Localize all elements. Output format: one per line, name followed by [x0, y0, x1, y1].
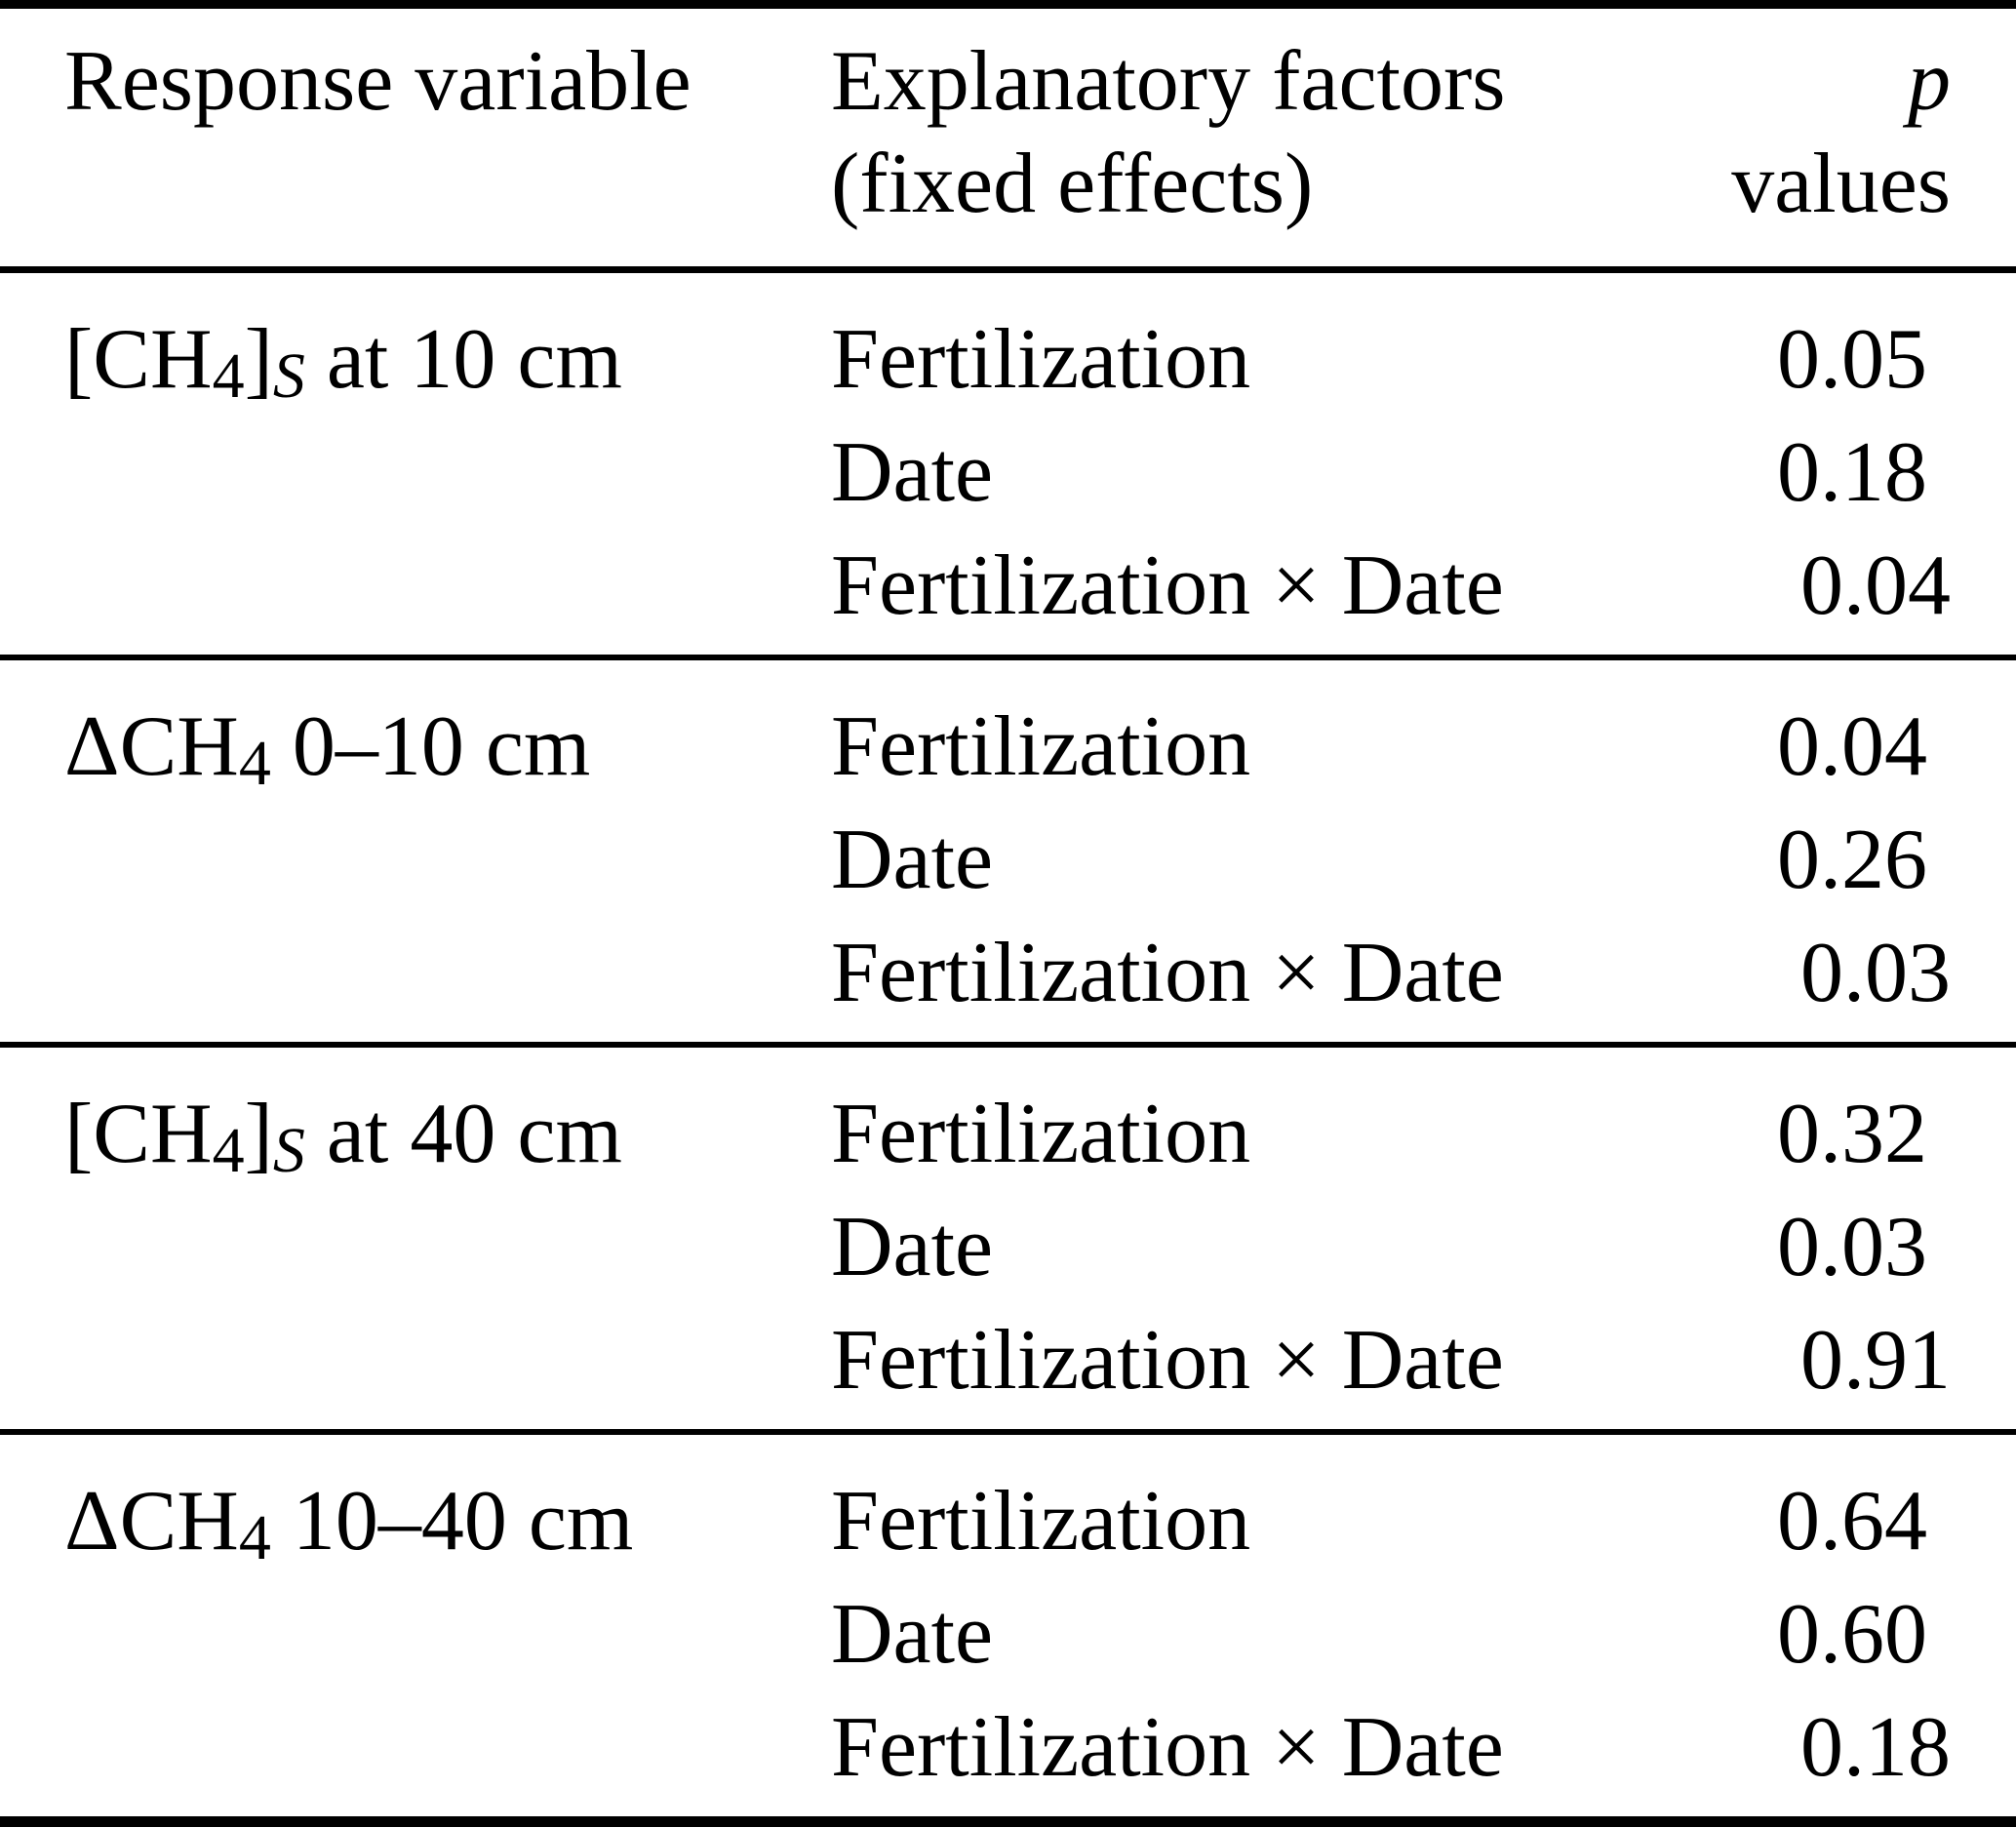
response-variable-label: [CH4]S at 10 cm	[64, 312, 622, 412]
p-value-cell: 0.04	[1800, 538, 1951, 633]
header-values-label: values	[1731, 137, 1951, 231]
factor-cell: Fertilization × Date	[831, 1700, 1504, 1795]
factor-cell: Fertilization	[831, 312, 1251, 407]
response-variable-cell: ΔCH4 0–10 cm	[64, 691, 831, 1030]
factor-cell: Fertilization	[831, 699, 1251, 794]
p-value-cell: 0.05	[1777, 312, 1927, 407]
header-explanatory-factors-line2: (fixed effects)	[831, 137, 1314, 231]
table-block-ch4s-10cm: [CH4]S at 10 cm Fertilization Date Ferti…	[0, 273, 2016, 655]
p-value-column: 0.32 0.03 0.91	[1639, 1078, 1951, 1417]
p-value-cell: 0.64	[1777, 1474, 1927, 1569]
response-variable-label: ΔCH4 10–40 cm	[64, 1474, 634, 1573]
p-value-cell: 0.18	[1800, 1700, 1951, 1795]
p-value-cell: 0.91	[1800, 1313, 1951, 1408]
header-response-variable-label: Response variable	[64, 34, 692, 129]
table-block-ch4s-40cm: [CH4]S at 40 cm Fertilization Date Ferti…	[0, 1048, 2016, 1429]
factor-cell: Date	[831, 813, 994, 907]
response-variable-cell: ΔCH4 10–40 cm	[64, 1465, 831, 1805]
factor-cell: Fertilization	[831, 1474, 1251, 1569]
block-separator-rule	[0, 1429, 2016, 1435]
header-response-variable: Response variable	[64, 30, 831, 235]
p-value-cell: 0.60	[1777, 1587, 1927, 1682]
p-value-column: 0.64 0.60 0.18	[1639, 1465, 1951, 1805]
factor-cell: Fertilization × Date	[831, 1313, 1504, 1408]
p-value-column: 0.05 0.18 0.04	[1639, 303, 1951, 643]
header-separator-rule	[0, 266, 2016, 273]
block-separator-rule	[0, 1042, 2016, 1048]
factor-column: Fertilization Date Fertilization × Date	[831, 1465, 1639, 1805]
p-value-cell: 0.32	[1777, 1087, 1927, 1181]
table-top-rule	[0, 0, 2016, 9]
p-value-cell: 0.18	[1777, 425, 1927, 520]
factor-column: Fertilization Date Fertilization × Date	[831, 691, 1639, 1030]
factor-cell: Fertilization	[831, 1087, 1251, 1181]
table-bottom-rule	[0, 1816, 2016, 1827]
p-value-cell: 0.04	[1777, 699, 1927, 794]
p-value-column: 0.04 0.26 0.03	[1639, 691, 1951, 1030]
factor-column: Fertilization Date Fertilization × Date	[831, 303, 1639, 643]
response-variable-label: [CH4]S at 40 cm	[64, 1087, 622, 1186]
table-header-row: Response variable Explanatory factors (f…	[0, 9, 2016, 266]
header-explanatory-factors-line1: Explanatory factors	[831, 34, 1506, 129]
factor-cell: Date	[831, 1200, 994, 1294]
header-p-label: p	[1908, 34, 1951, 129]
factor-cell: Fertilization × Date	[831, 538, 1504, 633]
response-variable-cell: [CH4]S at 40 cm	[64, 1078, 831, 1417]
factor-cell: Date	[831, 1587, 994, 1682]
header-p-values: p values	[1639, 30, 1951, 235]
p-value-cell: 0.03	[1777, 1200, 1927, 1294]
header-explanatory-factors: Explanatory factors (fixed effects)	[831, 30, 1639, 235]
block-separator-rule	[0, 655, 2016, 660]
factor-column: Fertilization Date Fertilization × Date	[831, 1078, 1639, 1417]
p-value-cell: 0.26	[1777, 813, 1927, 907]
factor-cell: Date	[831, 425, 994, 520]
p-value-cell: 0.03	[1800, 926, 1951, 1020]
response-variable-cell: [CH4]S at 10 cm	[64, 303, 831, 643]
table-block-dch4-10-40cm: ΔCH4 10–40 cm Fertilization Date Fertili…	[0, 1435, 2016, 1816]
factor-cell: Fertilization × Date	[831, 926, 1504, 1020]
response-variable-label: ΔCH4 0–10 cm	[64, 699, 591, 799]
table-block-dch4-0-10cm: ΔCH4 0–10 cm Fertilization Date Fertiliz…	[0, 660, 2016, 1042]
